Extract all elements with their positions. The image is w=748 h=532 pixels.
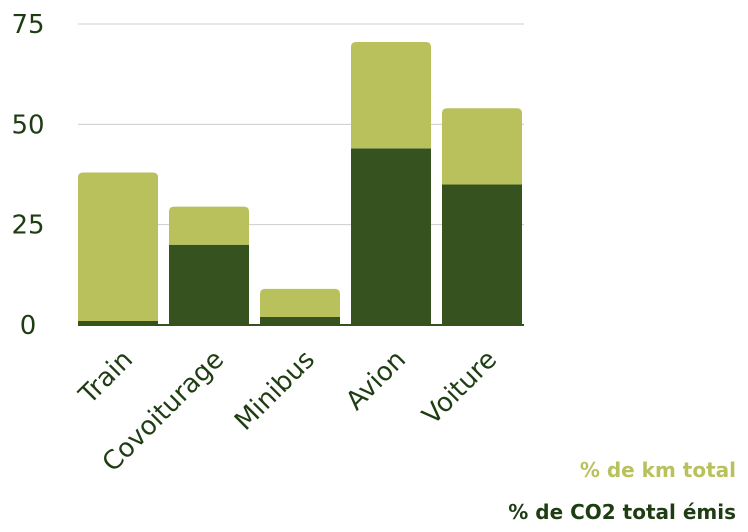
y-tick-label: 50 [11, 110, 44, 140]
bar-segment [78, 320, 158, 325]
y-tick-label: 0 [20, 311, 37, 341]
bar-segment [442, 184, 522, 325]
x-tick-label: Minibus [229, 345, 321, 437]
x-tick-label: Avion [340, 345, 412, 417]
bar-segment [260, 288, 340, 317]
bar-segment [78, 172, 158, 321]
y-axis-ticks: 0 25 50 75 [11, 10, 44, 341]
x-tick-label: Train [73, 345, 139, 411]
y-tick-label: 25 [11, 211, 44, 241]
bar-segment [169, 244, 249, 325]
bar-segment [351, 148, 431, 325]
bars [78, 42, 522, 325]
legend-item-km: % de km total [579, 458, 736, 482]
x-tick-label: Voiture [417, 345, 503, 431]
legend-item-co2: % de CO2 total émis [508, 500, 736, 524]
bar-segment [169, 206, 249, 245]
y-tick-label: 75 [11, 10, 44, 40]
bar-segment [351, 42, 431, 149]
bar-segment [442, 108, 522, 185]
bar-segment [260, 316, 340, 325]
